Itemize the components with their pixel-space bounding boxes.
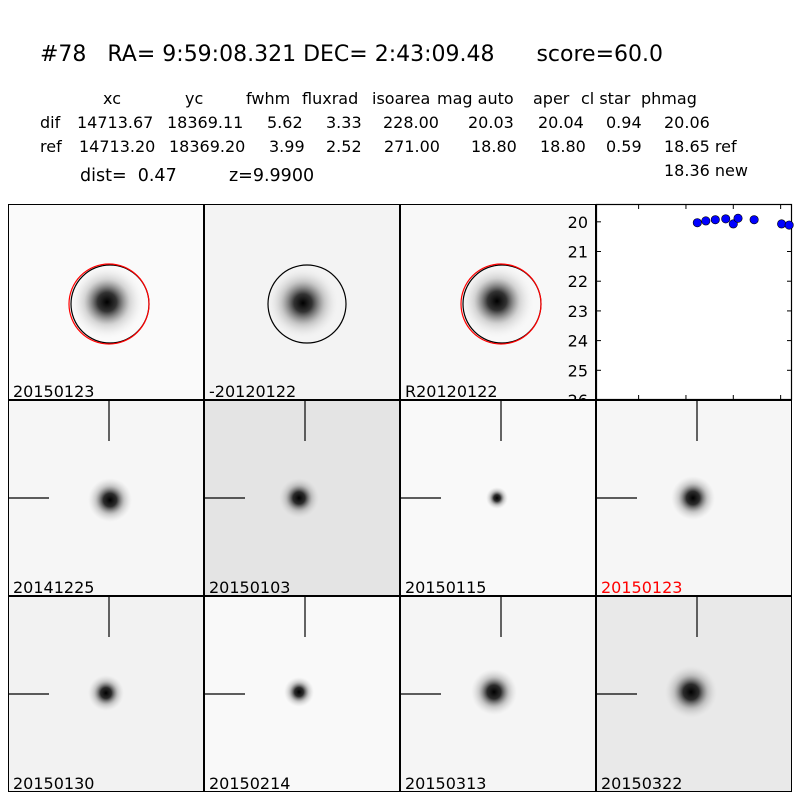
col-header-xc: xc [103, 89, 121, 108]
star-image [205, 205, 399, 399]
cutout-panel: 20150123 [596, 400, 792, 596]
data-point [784, 220, 794, 230]
ref-phmag: 18.65 ref [664, 137, 737, 156]
dif-xc: 14713.67 [77, 113, 154, 132]
y-tick-label: 20 [568, 213, 588, 232]
dif-aper: 20.04 [538, 113, 584, 132]
star-image [401, 401, 508, 509]
dist-value: dist= 0.47 [80, 166, 177, 186]
ref-yc: 18369.20 [169, 137, 246, 156]
plot-frame [595, 203, 793, 401]
star-image [597, 401, 715, 520]
col-header-isoarea: isoarea [372, 89, 431, 108]
star-image [205, 401, 319, 518]
col-header-phmag: phmag [641, 89, 697, 108]
panel-date-label: -20120122 [209, 382, 297, 400]
data-point [692, 218, 702, 228]
dif-yc: 18369.11 [167, 113, 244, 132]
col-header-cl-star: cl star [581, 89, 631, 108]
light-curve-chart: 20212223242526−100−50050 [568, 203, 794, 424]
cutout-date-label: 20150322 [601, 774, 683, 792]
y-tick-label: 21 [568, 243, 588, 262]
cutout-date-label: 20150123 [601, 578, 683, 596]
cutout-date-label: 20150103 [209, 578, 291, 596]
aperture-circle-red [460, 263, 542, 345]
dif-isoarea: 228.00 [383, 113, 439, 132]
image-panel-reference: R20120122 [400, 204, 596, 400]
ref-mag-auto: 18.80 [471, 137, 517, 156]
dif-fwhm: 5.62 [267, 113, 303, 132]
cutout-date-label: 20150313 [405, 774, 487, 792]
page-title: #78 RA= 9:59:08.321 DEC= 2:43:09.48 scor… [40, 42, 663, 67]
ref-fluxrad: 2.52 [326, 137, 362, 156]
ref-isoarea: 271.00 [384, 137, 440, 156]
data-point [733, 213, 743, 223]
data-point [749, 215, 759, 225]
cutout-date-label: 20150214 [209, 774, 291, 792]
image-panel-diff: -20120122 [204, 204, 400, 400]
z-value: z=9.9900 [229, 166, 315, 186]
star-image [401, 205, 595, 399]
cutout-date-label: 20141225 [13, 578, 95, 596]
data-point [701, 216, 711, 226]
aperture-circle [267, 264, 347, 344]
y-tick-label: 24 [568, 332, 588, 351]
cutout-panel: 20150130 [8, 596, 204, 792]
star-image [9, 205, 203, 399]
cutout-panel: 20150214 [204, 596, 400, 792]
cutout-panel: 20150103 [204, 400, 400, 596]
cutout-date-label: 20150115 [405, 578, 487, 596]
col-header-mag-auto: mag auto [437, 89, 514, 108]
image-panel-new: 20150123 [8, 204, 204, 400]
ref-xc: 14713.20 [79, 137, 156, 156]
col-header-fluxrad: fluxrad [302, 89, 359, 108]
star-image [401, 597, 517, 715]
cutout-panel: 20150115 [400, 400, 596, 596]
ref-aper: 18.80 [540, 137, 586, 156]
star-image [205, 597, 314, 707]
col-header-fwhm: fwhm [246, 89, 291, 108]
ref-fwhm: 3.99 [269, 137, 305, 156]
y-tick-label: 25 [568, 361, 588, 380]
aperture-circle-red [68, 263, 150, 345]
new-phmag: 18.36 new [664, 161, 748, 180]
col-header-aper: aper [533, 89, 570, 108]
data-point [777, 219, 787, 229]
cutout-date-label: 20150130 [13, 774, 95, 792]
star-image [9, 597, 124, 711]
dif-mag-auto: 20.03 [468, 113, 514, 132]
dif-fluxrad: 3.33 [326, 113, 362, 132]
panel-date-label: 20150123 [13, 382, 95, 400]
row-label-dif: dif [40, 113, 61, 132]
dif-phmag: 20.06 [664, 113, 710, 132]
cutout-panel: 20150313 [400, 596, 596, 792]
row-label-ref: ref [40, 137, 62, 156]
y-tick-label: 22 [568, 272, 588, 291]
y-tick-label: 23 [568, 302, 588, 321]
data-point [710, 215, 720, 225]
col-header-yc: yc [185, 89, 204, 108]
panel-date-label: R20120122 [405, 382, 498, 400]
dif-cl-star: 0.94 [606, 113, 642, 132]
star-image [9, 401, 132, 522]
data-point [721, 214, 731, 224]
cutout-panel: 20150322 [596, 596, 792, 792]
ref-cl-star: 0.59 [606, 137, 642, 156]
light-curve-svg: 20212223242526−100−50050 [568, 203, 794, 424]
cutout-panel: 20141225 [8, 400, 204, 596]
star-image [597, 597, 717, 718]
